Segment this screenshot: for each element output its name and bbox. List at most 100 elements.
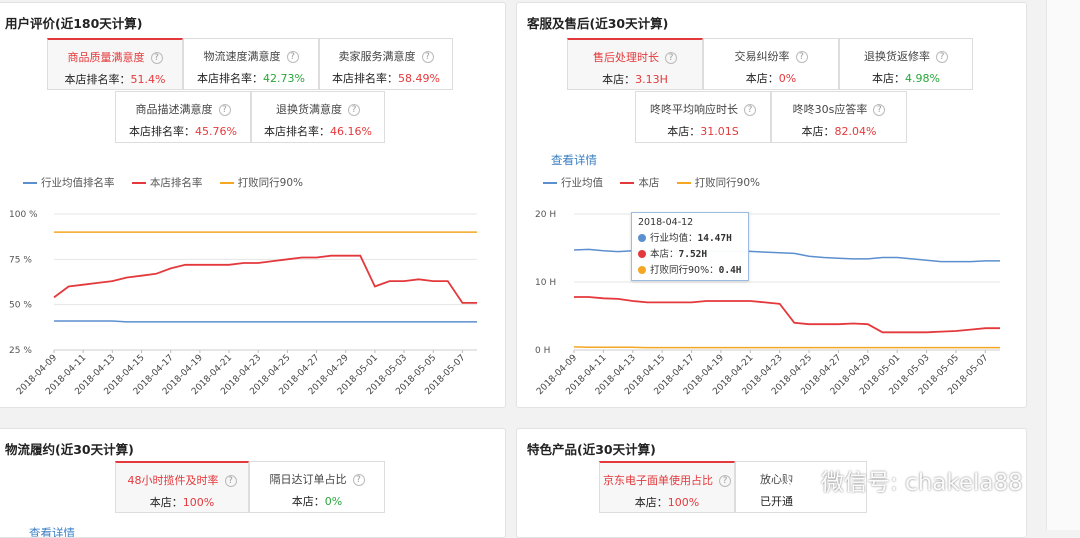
card-jd-e-waybill[interactable]: 京东电子面单使用占比? 本店：100% (599, 461, 735, 513)
tooltip-dot (638, 266, 646, 274)
legend-item[interactable]: 行业均值 (543, 175, 603, 190)
card-value: 42.73% (263, 72, 305, 85)
page-scrollbar[interactable] (1046, 0, 1080, 530)
card-label: 本店： (745, 72, 779, 85)
view-details-link[interactable]: 查看详情 (29, 526, 75, 538)
user-reviews-panel: 用户评价(近180天计算) 商品质量满意度? 本店排名率：51.4% 物流速度满… (0, 2, 506, 408)
y-tick-label: 100 % (9, 210, 38, 220)
legend-label: 行业均值 (561, 177, 603, 189)
user-reviews-chart[interactable]: 100 %75 %50 %25 %2018-04-092018-04-11201… (0, 191, 505, 408)
help-icon[interactable]: ? (348, 104, 360, 116)
card-label: 本店： (149, 496, 183, 509)
legend-item[interactable]: 本店 (620, 175, 659, 190)
chart1-legend: 行业均值排名率 本店排名率 打败同行90% (23, 175, 317, 190)
legend-swatch (620, 182, 635, 184)
card-name: 商品质量满意度 (67, 51, 145, 64)
y-tick-label: 25 % (9, 346, 32, 356)
after-sales-chart[interactable]: 20 H10 H0 H2018-04-092018-04-112018-04-1… (517, 191, 1026, 408)
tooltip-row: 行业均值：14.47H (638, 230, 742, 244)
help-icon[interactable]: ? (352, 474, 365, 486)
help-icon[interactable]: ? (665, 52, 677, 64)
legend-swatch (219, 182, 234, 184)
help-icon[interactable]: ? (421, 51, 434, 63)
card-return-repair-rate[interactable]: 退换货返修率? 本店：4.98% (839, 38, 973, 90)
view-details-link[interactable]: 查看详情 (551, 153, 597, 167)
card-48h-pickup[interactable]: 48小时揽件及时率? 本店：100% (115, 461, 249, 513)
tooltip-date: 2018-04-12 (638, 217, 694, 228)
card-logistics-speed[interactable]: 物流速度满意度? 本店排名率：42.73% (183, 38, 319, 90)
after-sales-panel: 客服及售后(近30天计算) 售后处理时长? 本店：3.13H 交易纠纷率? 本店… (516, 2, 1027, 408)
card-seller-service[interactable]: 卖家服务满意度? 本店排名率：58.49% (319, 38, 453, 90)
card-fangxingou[interactable]: 放心购 已开通 (735, 461, 867, 513)
featured-panel: 特色产品(近30天计算) 京东电子面单使用占比? 本店：100% 放心购 已开通 (516, 428, 1027, 538)
card-value: 已开通 (760, 495, 793, 508)
card-next-day-delivery[interactable]: 隔日达订单占比? 本店：0% (249, 461, 385, 513)
help-icon[interactable]: ? (744, 104, 756, 116)
tooltip-value: 7.52H (678, 249, 708, 260)
series-line-3 (573, 346, 1000, 349)
tooltip-row: 打败同行90%：0.4H (638, 262, 742, 276)
tooltip-row: 本店：7.52H (638, 246, 742, 260)
card-returns-satisfaction[interactable]: 退换货满意度? 本店排名率：46.16% (251, 91, 385, 143)
tooltip-dot (638, 234, 646, 242)
watermark-text: 微信号: chakela88 (821, 470, 1023, 496)
card-label: 本店： (602, 73, 636, 86)
help-icon[interactable]: ? (719, 475, 731, 487)
legend-label: 打败同行90% (694, 177, 761, 189)
legend-swatch (131, 182, 146, 184)
chart-tooltip: 2018-04-12 行业均值：14.47H 本店：7.52H 打败同行90%：… (631, 212, 749, 281)
y-tick-label: 50 % (9, 301, 32, 311)
card-label: 本店： (667, 125, 701, 138)
legend-label: 本店 (638, 177, 660, 189)
legend-label: 本店排名率 (149, 177, 203, 189)
card-name: 售后处理时长 (593, 51, 659, 64)
help-icon[interactable]: ? (224, 475, 237, 487)
card-name: 48小时揽件及时率 (127, 474, 219, 487)
series-line-1 (54, 320, 477, 323)
card-dispute-rate[interactable]: 交易纠纷率? 本店：0% (703, 38, 839, 90)
tooltip-dot (638, 250, 646, 258)
card-label: 本店排名率： (64, 73, 131, 86)
user-reviews-title: 用户评价(近180天计算) (5, 16, 143, 31)
legend-item[interactable]: 打败同行90% (219, 175, 304, 190)
legend-item[interactable]: 行业均值排名率 (23, 175, 115, 190)
after-sales-title: 客服及售后(近30天计算) (527, 16, 669, 31)
y-tick-label: 75 % (9, 255, 32, 265)
card-dongdong-response[interactable]: 咚咚平均响应时长? 本店：31.01S (635, 91, 771, 143)
card-label: 本店排名率： (332, 72, 399, 85)
help-icon[interactable]: ? (286, 51, 299, 63)
y-tick-label: 20 H (535, 210, 556, 220)
help-icon[interactable]: ? (936, 51, 948, 63)
tooltip-label: 本店： (650, 249, 679, 260)
card-name: 退换货满意度 (276, 103, 342, 116)
card-dongdong-30s-rate[interactable]: 咚咚30s应答率? 本店：82.04% (771, 91, 907, 143)
card-name: 卖家服务满意度 (338, 50, 416, 63)
help-icon[interactable]: ? (218, 104, 231, 116)
card-name: 商品描述满意度 (135, 103, 213, 116)
legend-item[interactable]: 本店排名率 (131, 175, 203, 190)
help-icon[interactable]: ? (150, 52, 163, 64)
card-value: 3.13H (635, 73, 668, 86)
card-name: 退换货返修率 (864, 50, 930, 63)
card-value: 4.98% (905, 72, 940, 85)
y-tick-label: 10 H (535, 278, 556, 288)
tooltip-label: 打败同行90%： (650, 265, 719, 276)
help-icon[interactable]: ? (795, 51, 808, 63)
help-icon[interactable]: ? (873, 104, 886, 116)
logistics-panel: 物流履约(近30天计算) 48小时揽件及时率? 本店：100% 隔日达订单占比?… (0, 428, 506, 538)
tooltip-value: 14.47H (697, 233, 732, 244)
legend-item[interactable]: 打败同行90% (676, 175, 761, 190)
series-line-2 (574, 296, 1000, 334)
legend-label: 打败同行90% (237, 177, 304, 189)
tooltip-label: 行业均值： (650, 233, 698, 244)
legend-swatch (543, 182, 557, 184)
card-product-description[interactable]: 商品描述满意度? 本店排名率：45.76% (115, 91, 251, 143)
card-name: 京东电子面单使用占比 (603, 474, 713, 487)
card-value: 0% (324, 495, 343, 508)
featured-title: 特色产品(近30天计算) (527, 442, 656, 457)
tooltip-value: 0.4H (718, 265, 742, 276)
card-label: 本店排名率： (264, 125, 331, 138)
card-product-quality[interactable]: 商品质量满意度? 本店排名率：51.4% (47, 38, 183, 90)
card-name: 物流速度满意度 (203, 50, 281, 63)
card-aftersales-time[interactable]: 售后处理时长? 本店：3.13H (567, 38, 703, 90)
